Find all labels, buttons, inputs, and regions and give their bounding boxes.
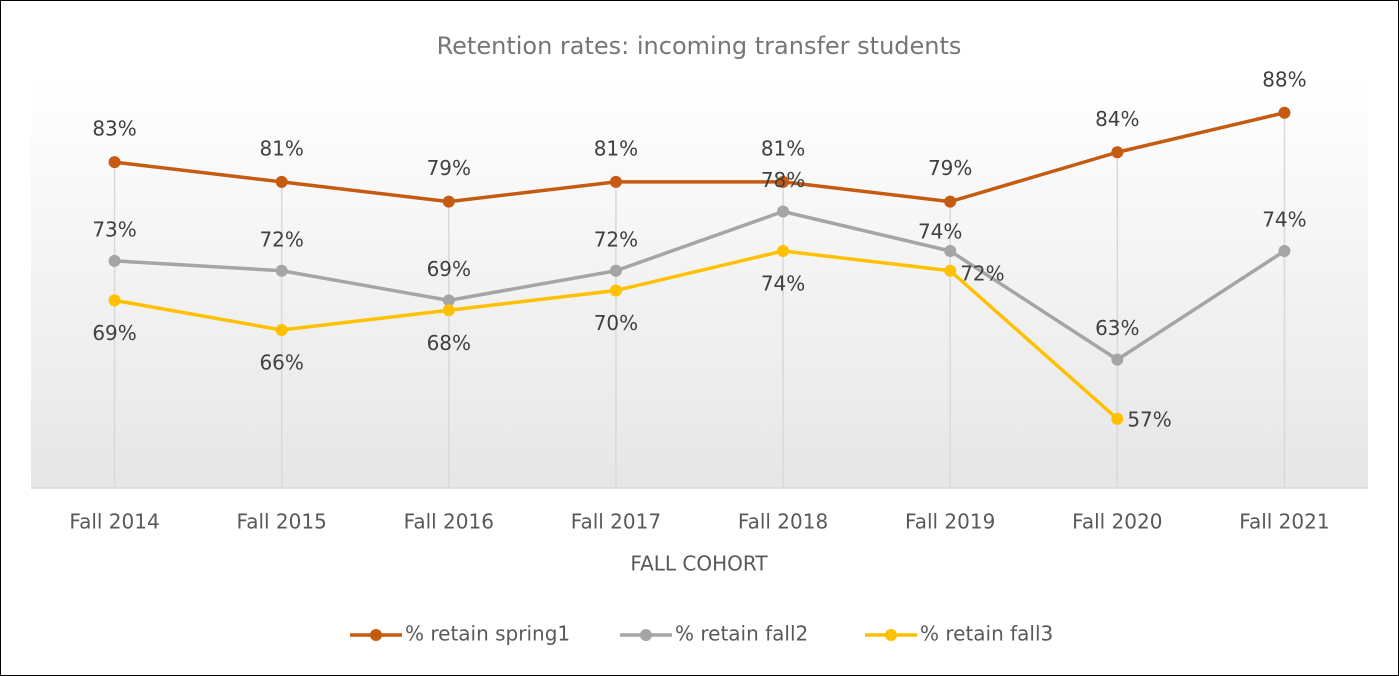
data-point: [275, 324, 288, 336]
data-label: 57%: [1127, 407, 1171, 431]
data-label: 81%: [259, 136, 303, 160]
data-point: [944, 264, 957, 277]
data-point: [1278, 245, 1291, 257]
legend-swatch-marker: [370, 629, 382, 641]
data-label: 81%: [594, 136, 638, 160]
x-tick-label: Fall 2017: [571, 510, 661, 534]
data-point: [442, 304, 455, 317]
data-label: 78%: [761, 168, 805, 192]
legend-label: % retain fall3: [920, 622, 1053, 646]
data-label: 69%: [427, 257, 471, 281]
data-point: [275, 264, 288, 277]
data-point: [944, 195, 957, 208]
data-label: 84%: [1095, 107, 1139, 131]
series-line: [114, 209, 1286, 362]
data-point: [442, 294, 455, 307]
data-point: [609, 264, 622, 277]
data-label: 68%: [427, 331, 471, 355]
x-axis-title: FALL COHORT: [630, 552, 768, 576]
legend-label: % retain spring1: [405, 622, 570, 646]
data-label: 72%: [259, 227, 303, 251]
data-label: 79%: [427, 156, 471, 180]
x-tick-label: Fall 2020: [1072, 510, 1162, 534]
x-tick-label: Fall 2016: [404, 510, 494, 534]
data-label: 66%: [259, 351, 303, 375]
data-point: [108, 156, 121, 169]
data-label: 72%: [594, 227, 638, 251]
x-tick-label: Fall 2015: [237, 510, 327, 534]
x-tick-label: Fall 2019: [905, 510, 995, 534]
data-point: [1111, 412, 1124, 425]
data-point: [1111, 146, 1124, 159]
data-point: [609, 175, 622, 188]
data-point: [944, 245, 957, 257]
data-label: 83%: [92, 117, 136, 141]
x-tick-label: Fall 2014: [69, 510, 159, 534]
plot-area: [31, 75, 1368, 488]
legend-swatch-marker: [640, 629, 652, 641]
data-point: [1278, 106, 1291, 119]
legend-label: % retain fall2: [675, 622, 808, 646]
data-label: 74%: [761, 272, 805, 296]
data-label: 69%: [92, 321, 136, 345]
data-point: [1111, 353, 1124, 366]
series-line: [114, 111, 1285, 204]
data-point: [275, 175, 288, 188]
data-point: [442, 195, 455, 208]
data-point: [108, 254, 121, 267]
data-label: 70%: [594, 311, 638, 335]
data-label: 81%: [761, 136, 805, 160]
data-label: 72%: [960, 261, 1004, 285]
data-point: [609, 284, 622, 297]
x-tick-label: Fall 2018: [738, 510, 828, 534]
data-label: 88%: [1262, 67, 1306, 91]
data-label: 74%: [918, 220, 962, 244]
chart-title: Retention rates: incoming transfer stude…: [437, 32, 962, 60]
data-point: [777, 175, 790, 188]
data-point: [108, 294, 121, 307]
data-label: 79%: [928, 156, 972, 180]
legend-swatch-marker: [885, 629, 897, 641]
data-label: 63%: [1095, 316, 1139, 340]
data-label: 74%: [1262, 208, 1306, 232]
data-label: 73%: [92, 217, 136, 241]
x-tick-label: Fall 2021: [1239, 510, 1329, 534]
data-point: [777, 205, 790, 218]
data-point: [777, 245, 790, 257]
